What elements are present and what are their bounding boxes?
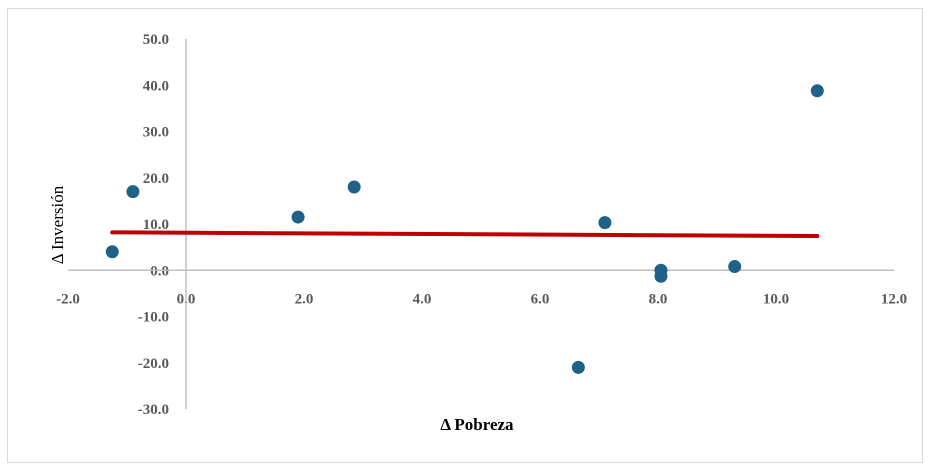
x-tick-label: 4.0 [413, 291, 432, 307]
data-point [126, 185, 140, 199]
data-point [598, 216, 612, 230]
x-tick-label: 10.0 [763, 291, 789, 307]
x-tick-label: -2.0 [56, 291, 80, 307]
data-point [654, 269, 668, 283]
y-tick-label: 40.0 [143, 78, 169, 94]
data-point [291, 210, 305, 224]
y-tick-label: 50.0 [143, 32, 169, 48]
data-point [810, 84, 824, 98]
x-tick-label: 2.0 [295, 291, 314, 307]
data-point [105, 245, 119, 259]
data-points [105, 84, 824, 374]
x-axis-title: Δ Pobreza [440, 415, 514, 434]
y-tick-label: -10.0 [138, 310, 169, 326]
y-tick-label: -20.0 [138, 356, 169, 372]
x-tick-labels: -2.0 0.0 2.0 4.0 6.0 8.0 10.0 12.0 [56, 291, 907, 307]
data-point [347, 180, 361, 194]
y-tick-label: 30.0 [143, 125, 169, 141]
y-tick-label: 0.0 [150, 263, 169, 279]
x-tick-label: 12.0 [881, 291, 907, 307]
data-point [571, 360, 585, 374]
y-tick-labels: -30.0 -20.0 -10.0 0.0 10.0 20.0 30.0 40.0 50.0 [138, 32, 169, 418]
x-tick-label: 6.0 [531, 291, 550, 307]
y-tick-label: 10.0 [143, 217, 169, 233]
x-tick-label: 8.0 [649, 291, 668, 307]
y-axis-title: Δ Inversión [48, 185, 67, 264]
data-point [728, 260, 742, 274]
y-tick-label: -30.0 [138, 402, 169, 418]
trendline [110, 230, 820, 239]
trendline-group [110, 230, 820, 239]
y-tick-label: 20.0 [143, 171, 169, 187]
